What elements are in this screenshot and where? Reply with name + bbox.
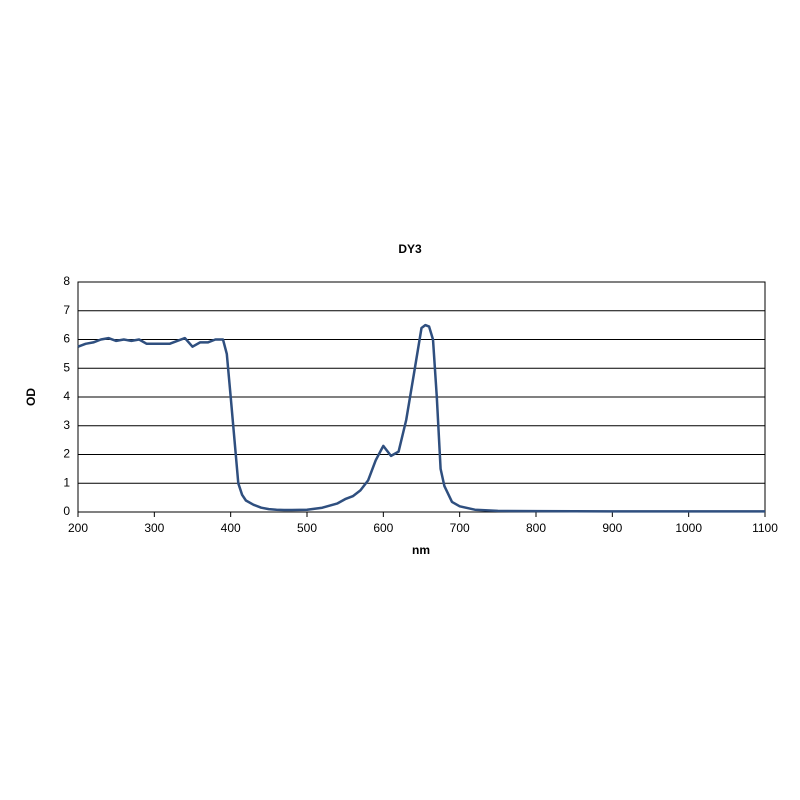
y-tick-label: 2 [63, 447, 70, 461]
y-tick-label: 8 [63, 274, 70, 288]
x-tick-label: 600 [373, 521, 393, 535]
x-tick-label: 900 [602, 521, 622, 535]
x-tick-label: 300 [144, 521, 164, 535]
x-tick-label: 500 [297, 521, 317, 535]
y-tick-label: 6 [63, 332, 70, 346]
plot-frame [77, 281, 766, 513]
chart-title: DY3 [398, 242, 422, 256]
x-tick-label: 1100 [752, 521, 778, 535]
x-tick-label: 200 [68, 521, 88, 535]
y-tick-label: 3 [63, 418, 70, 432]
x-tick-label: 700 [450, 521, 470, 535]
y-tick-label: 7 [63, 303, 70, 317]
x-tick-label: 400 [221, 521, 241, 535]
y-tick-label: 1 [63, 475, 70, 489]
x-tick-label: 1000 [675, 521, 702, 535]
data-line [77, 323, 765, 513]
y-axis-title: OD [24, 388, 38, 406]
y-tick-label: 0 [63, 504, 70, 518]
x-tick-label: 800 [526, 521, 546, 535]
y-tick-label: 5 [63, 360, 70, 374]
y-tick-label: 4 [63, 389, 70, 403]
x-axis-title: nm [412, 543, 430, 557]
